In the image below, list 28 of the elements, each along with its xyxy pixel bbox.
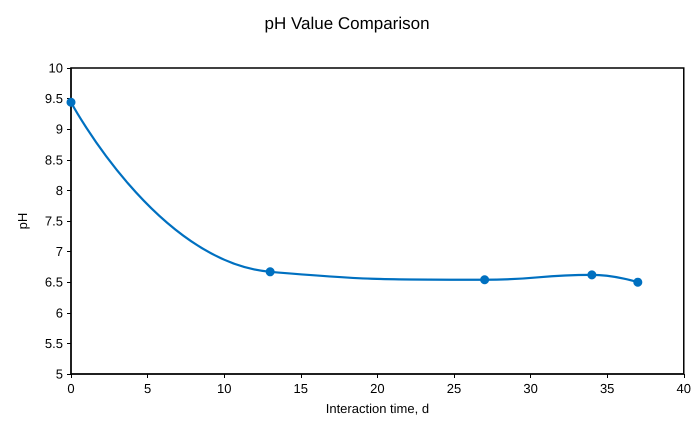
x-tick-label: 35 <box>600 381 614 396</box>
x-tick-label: 30 <box>523 381 538 396</box>
point <box>480 275 490 284</box>
x-tick-label: 5 <box>144 381 152 396</box>
x-tick-label: 15 <box>294 381 308 396</box>
point <box>587 270 596 280</box>
y-tick-label: 8.5 <box>44 152 63 168</box>
y-tick-label: 7.5 <box>44 214 63 228</box>
chart-title: pH Value Comparison <box>264 14 430 33</box>
y-axis-title: pH <box>15 212 30 230</box>
y-tick-label: 10 <box>48 60 63 76</box>
y-tick-label: 5 <box>56 366 63 382</box>
x-tick-label: 40 <box>676 381 692 396</box>
y-tick-label: 9.5 <box>44 91 63 106</box>
x-tick-label: 0 <box>67 381 75 396</box>
x-tick-label: 25 <box>446 381 462 396</box>
y-tick-label: 8 <box>56 182 63 198</box>
point <box>66 98 76 107</box>
point <box>266 267 275 276</box>
point <box>633 278 642 287</box>
y-tick-label: 7 <box>56 244 63 260</box>
x-tick-label: 20 <box>370 381 385 396</box>
y-tick-label: 9 <box>56 122 63 137</box>
y-tick-label: 5.5 <box>44 336 63 351</box>
y-tick-label: 6.5 <box>44 274 63 290</box>
x-axis-title: Interaction time, d <box>326 401 430 416</box>
x-tick-label: 10 <box>216 381 232 396</box>
y-tick-label: 6 <box>56 305 63 320</box>
